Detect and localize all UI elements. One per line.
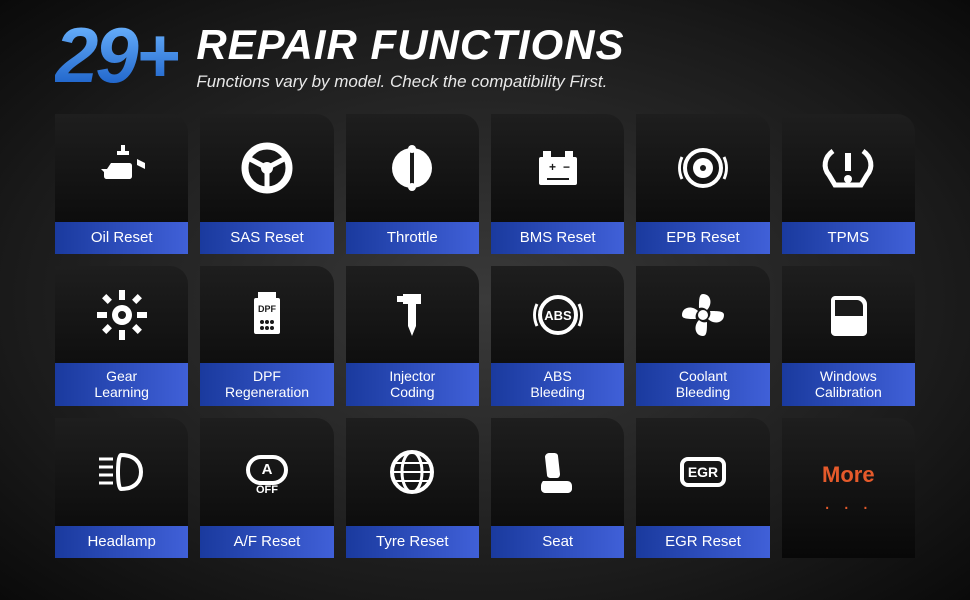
function-card-battery[interactable]: BMS Reset [491, 114, 624, 254]
function-label: TPMS [782, 222, 915, 254]
function-card-injector[interactable]: InjectorCoding [346, 266, 479, 406]
function-label: Oil Reset [55, 222, 188, 254]
function-label: Seat [491, 526, 624, 558]
function-label: Throttle [346, 222, 479, 254]
function-label: InjectorCoding [346, 363, 479, 406]
gear-icon [55, 266, 188, 363]
af-icon [200, 418, 333, 526]
functions-grid: Oil Reset SAS Reset Throttle BMS Reset EPB R… [55, 114, 915, 558]
function-card-gear[interactable]: GearLearning [55, 266, 188, 406]
function-label: EPB Reset [636, 222, 769, 254]
window-icon [782, 266, 915, 363]
brake-icon [636, 114, 769, 222]
function-card-fan[interactable]: CoolantBleeding [636, 266, 769, 406]
function-card-tpms[interactable]: TPMS [782, 114, 915, 254]
function-card-tyre[interactable]: Tyre Reset [346, 418, 479, 558]
function-card-egr[interactable]: EGR Reset [636, 418, 769, 558]
function-label: CoolantBleeding [636, 363, 769, 406]
abs-icon [491, 266, 624, 363]
oil-icon [55, 114, 188, 222]
function-label: DPFRegeneration [200, 363, 333, 406]
function-card-seat[interactable]: Seat [491, 418, 624, 558]
function-card-abs[interactable]: ABSBleeding [491, 266, 624, 406]
function-label: BMS Reset [491, 222, 624, 254]
function-label: A/F Reset [200, 526, 333, 558]
function-label: SAS Reset [200, 222, 333, 254]
function-label: ABSBleeding [491, 363, 624, 406]
function-label: WindowsCalibration [782, 363, 915, 406]
seat-icon [491, 418, 624, 526]
function-card-dpf[interactable]: DPFRegeneration [200, 266, 333, 406]
function-card-af[interactable]: A/F Reset [200, 418, 333, 558]
function-label: GearLearning [55, 363, 188, 406]
injector-icon [346, 266, 479, 363]
container: 29+ REPAIR FUNCTIONS Functions vary by m… [0, 0, 970, 578]
header: 29+ REPAIR FUNCTIONS Functions vary by m… [55, 20, 915, 92]
function-card-headlamp[interactable]: Headlamp [55, 418, 188, 558]
function-card-window[interactable]: WindowsCalibration [782, 266, 915, 406]
steering-icon [200, 114, 333, 222]
title-block: REPAIR FUNCTIONS Functions vary by model… [196, 20, 624, 92]
headlamp-icon [55, 418, 188, 526]
more-dots: . . . [824, 492, 872, 515]
header-title: REPAIR FUNCTIONS [196, 24, 624, 66]
dpf-icon [200, 266, 333, 363]
header-subtitle: Functions vary by model. Check the compa… [196, 72, 624, 92]
function-label: Tyre Reset [346, 526, 479, 558]
header-number: 29+ [55, 20, 178, 90]
tyre-icon [346, 418, 479, 526]
function-label: Headlamp [55, 526, 188, 558]
fan-icon [636, 266, 769, 363]
function-label: EGR Reset [636, 526, 769, 558]
function-card-more[interactable]: More . . . [782, 418, 915, 558]
function-card-throttle[interactable]: Throttle [346, 114, 479, 254]
battery-icon [491, 114, 624, 222]
function-card-steering[interactable]: SAS Reset [200, 114, 333, 254]
function-card-brake[interactable]: EPB Reset [636, 114, 769, 254]
egr-icon [636, 418, 769, 526]
more-text: More [822, 462, 875, 488]
tpms-icon [782, 114, 915, 222]
throttle-icon [346, 114, 479, 222]
more-icon: More . . . [782, 418, 915, 558]
function-card-oil[interactable]: Oil Reset [55, 114, 188, 254]
